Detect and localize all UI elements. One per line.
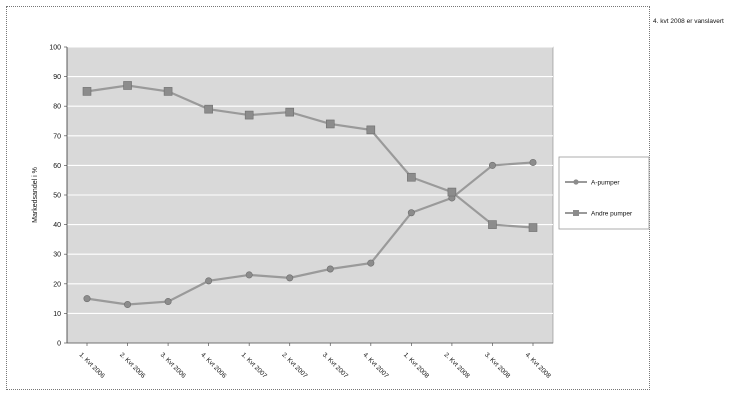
data-point	[367, 259, 375, 267]
series-line-1	[86, 84, 534, 229]
y-tick-label: 40	[53, 222, 61, 229]
y-axis-label: Markedsandel i %	[32, 167, 39, 223]
data-point	[488, 220, 497, 229]
y-tick-label: 0	[57, 341, 61, 348]
data-point	[447, 187, 457, 197]
legend-label: A-pumper	[591, 180, 620, 187]
x-tick-label: 1. Kvt 2008	[402, 351, 430, 379]
x-tick-label: 3. Kvt 2006	[159, 351, 187, 379]
y-tick-label: 70	[53, 133, 61, 140]
legend-label: Andre pumper	[591, 211, 633, 218]
x-tick-label: 2. Kvt 2008	[442, 351, 470, 379]
series-line-0	[86, 161, 534, 306]
x-tick-label: 4. Kvt 2006	[199, 351, 227, 379]
data-point	[325, 119, 335, 129]
y-tick-label: 60	[53, 163, 61, 170]
legend-box	[558, 156, 650, 230]
data-point	[407, 209, 415, 217]
x-tick-label: 1. Kvt 2007	[240, 351, 268, 379]
x-tick-label: 1. Kvt 2006	[78, 351, 106, 379]
legend-marker	[573, 179, 579, 185]
data-point	[285, 107, 295, 117]
y-tick-label: 80	[53, 104, 61, 111]
data-point	[123, 81, 132, 90]
data-point	[529, 158, 537, 166]
data-point	[82, 87, 92, 96]
line-chart: 0 10 20 30 40 50 60 70 80 90 100 Markedsandel i % 1.…	[32, 45, 650, 380]
legend-marker	[573, 210, 579, 216]
y-tick-label: 50	[53, 193, 61, 200]
data-point	[326, 265, 334, 273]
y-tick-label: 100	[49, 45, 61, 52]
x-tick-label: 3. Kvt 2007	[321, 351, 349, 379]
y-tick-label: 30	[53, 252, 61, 259]
data-point	[204, 104, 213, 114]
data-point	[244, 110, 254, 120]
x-tick-label: 4. Kvt 2007	[361, 351, 389, 379]
x-tick-label: 2. Kvt 2007	[280, 351, 308, 379]
x-tick-label: 3. Kvt 2008	[483, 351, 511, 379]
data-point	[164, 298, 172, 306]
data-point	[163, 87, 173, 96]
data-point	[245, 271, 253, 279]
x-tick-label: 2. Kvt 2006	[118, 351, 146, 379]
data-point	[407, 172, 416, 182]
data-point	[205, 277, 213, 285]
x-tick-label: 4. Kvt 2008	[524, 351, 552, 379]
data-point	[488, 161, 496, 169]
y-tick-label: 90	[53, 74, 61, 81]
data-point	[286, 274, 294, 282]
y-tick-label: 10	[53, 311, 61, 318]
data-point	[366, 125, 376, 135]
side-note: 4. kvt 2008 er vanslavert	[653, 18, 724, 25]
chart-frame: 0 10 20 30 40 50 60 70 80 90 100 Markedsandel i % 1.…	[6, 6, 650, 390]
data-point	[528, 223, 538, 232]
data-point	[83, 295, 91, 303]
data-point	[124, 301, 132, 309]
y-tick-label: 20	[53, 281, 61, 288]
